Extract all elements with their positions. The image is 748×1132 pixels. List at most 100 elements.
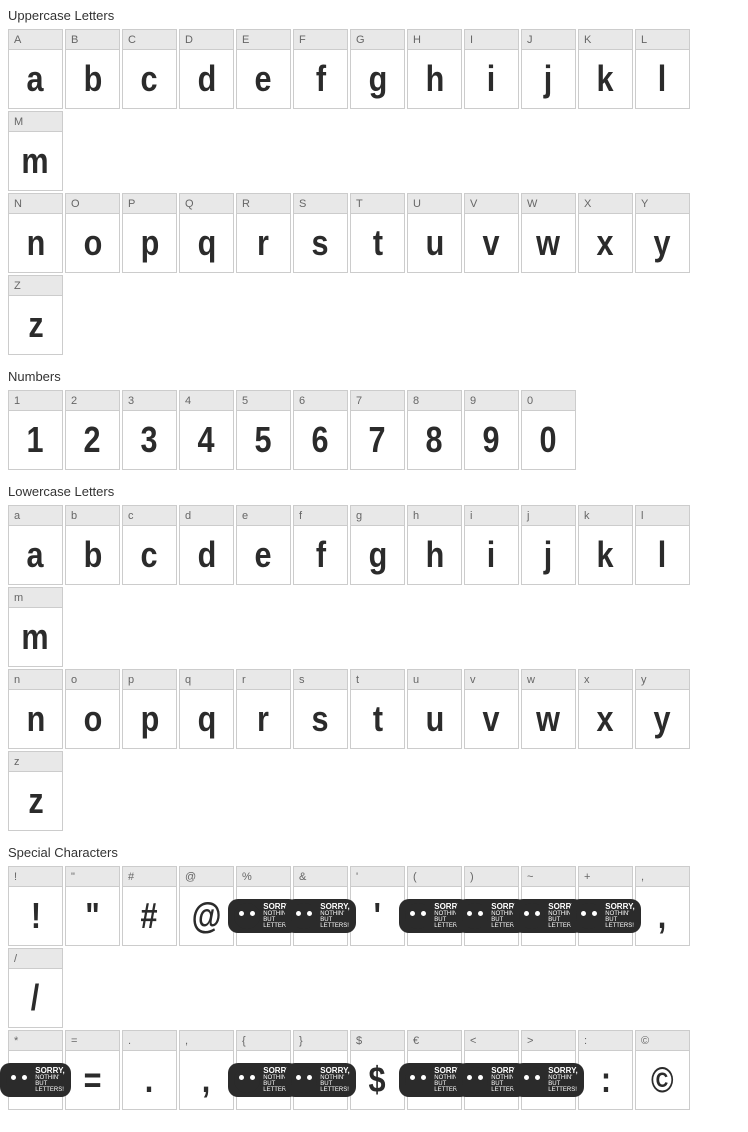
glyph-preview: #	[123, 887, 176, 945]
glyph-label: :	[579, 1031, 632, 1051]
glyph-preview: j	[522, 50, 575, 108]
glyph-label: d	[180, 506, 233, 526]
glyph-preview: SORRY,NOTHIN' BUT LETTERS!	[408, 887, 461, 945]
glyph-cell: Aa	[8, 29, 63, 109]
sorry-text: SORRY,NOTHIN' BUT LETTERS!	[548, 1067, 578, 1093]
glyph-label: 4	[180, 391, 233, 411]
glyph: w	[537, 222, 561, 264]
glyph-preview: SORRY,NOTHIN' BUT LETTERS!	[465, 1051, 518, 1109]
glyph: k	[597, 534, 614, 576]
glyph-preview: ©	[636, 1051, 689, 1109]
glyph-cell: $$	[350, 1030, 405, 1110]
glyph-label: K	[579, 30, 632, 50]
bird-icon	[6, 1067, 32, 1093]
glyph-cell: pp	[122, 669, 177, 749]
glyph-label: 9	[465, 391, 518, 411]
glyph-cell: tt	[350, 669, 405, 749]
glyph-label: N	[9, 194, 62, 214]
glyph: 6	[312, 419, 329, 461]
glyph-label: f	[294, 506, 347, 526]
glyph-preview: q	[180, 214, 233, 272]
glyph-cell: 99	[464, 390, 519, 470]
glyph: $	[369, 1059, 386, 1101]
glyph-preview: v	[465, 214, 518, 272]
glyph-label: !	[9, 867, 62, 887]
glyph: q	[197, 222, 216, 264]
glyph-preview: 6	[294, 411, 347, 469]
glyph-cell: ee	[236, 505, 291, 585]
glyph-preview: p	[123, 690, 176, 748]
glyph-preview: SORRY,NOTHIN' BUT LETTERS!	[579, 887, 632, 945]
glyph-preview: SORRY,NOTHIN' BUT LETTERS!	[408, 1051, 461, 1109]
glyph: p	[140, 222, 159, 264]
glyph-label: ~	[522, 867, 575, 887]
glyph: @	[192, 895, 222, 937]
glyph-preview: 1	[9, 411, 62, 469]
glyph-preview: 4	[180, 411, 233, 469]
glyph-label: g	[351, 506, 404, 526]
glyph: a	[27, 58, 44, 100]
section-title: Numbers	[8, 369, 740, 384]
sorry-badge: SORRY,NOTHIN' BUT LETTERS!	[285, 1063, 356, 1097]
glyph-preview: x	[579, 690, 632, 748]
glyph-label: X	[579, 194, 632, 214]
glyph-cell: ::	[578, 1030, 633, 1110]
glyph-cell: ''	[350, 866, 405, 946]
glyph-label: 2	[66, 391, 119, 411]
glyph-preview: 8	[408, 411, 461, 469]
glyph-cell: ##	[122, 866, 177, 946]
glyph-label: Q	[180, 194, 233, 214]
glyph-preview: t	[351, 214, 404, 272]
glyph-preview: w	[522, 214, 575, 272]
glyph: n	[26, 698, 45, 740]
glyph: ,	[658, 895, 667, 937]
glyph-cell: qq	[179, 669, 234, 749]
glyph-cell: )SORRY,NOTHIN' BUT LETTERS!	[464, 866, 519, 946]
glyph-preview: SORRY,NOTHIN' BUT LETTERS!	[294, 887, 347, 945]
glyph-cell: 33	[122, 390, 177, 470]
glyph-cell: ~SORRY,NOTHIN' BUT LETTERS!	[521, 866, 576, 946]
glyph-label: M	[9, 112, 62, 132]
glyph-cell: 55	[236, 390, 291, 470]
glyph-label: E	[237, 30, 290, 50]
glyph-label: 0	[522, 391, 575, 411]
glyph-label: S	[294, 194, 347, 214]
glyph: f	[315, 58, 325, 100]
glyph-label: y	[636, 670, 689, 690]
glyph-cell: xx	[578, 669, 633, 749]
glyph-cell: Ss	[293, 193, 348, 273]
glyph-label: a	[9, 506, 62, 526]
glyph-label: h	[408, 506, 461, 526]
glyph-preview: r	[237, 214, 290, 272]
glyph-preview: r	[237, 690, 290, 748]
glyph-cell: 44	[179, 390, 234, 470]
glyph-cell: ff	[293, 505, 348, 585]
glyph-preview: w	[522, 690, 575, 748]
glyph: !	[30, 895, 40, 937]
glyph-cell: zz	[8, 751, 63, 831]
glyph-cell: +SORRY,NOTHIN' BUT LETTERS!	[578, 866, 633, 946]
glyph-label: x	[579, 670, 632, 690]
glyph-row: NnOoPpQqRrSsTtUuVvWwXxYyZz	[8, 193, 740, 355]
glyph-preview: s	[294, 690, 347, 748]
glyph-label: Y	[636, 194, 689, 214]
glyph-cell: ll	[635, 505, 690, 585]
bird-icon	[462, 1067, 488, 1093]
glyph: e	[255, 534, 272, 576]
glyph-preview: j	[522, 526, 575, 584]
glyph: 0	[540, 419, 557, 461]
glyph-cell: uu	[407, 669, 462, 749]
glyph: d	[197, 534, 216, 576]
glyph: n	[26, 222, 45, 264]
glyph-label: &	[294, 867, 347, 887]
glyph-preview: h	[408, 526, 461, 584]
glyph-cell: Qq	[179, 193, 234, 273]
glyph: k	[597, 58, 614, 100]
glyph: t	[372, 222, 382, 264]
glyph-label: r	[237, 670, 290, 690]
glyph: f	[315, 534, 325, 576]
glyph-preview: 2	[66, 411, 119, 469]
glyph-label: /	[9, 949, 62, 969]
glyph-label: #	[123, 867, 176, 887]
glyph-label: q	[180, 670, 233, 690]
